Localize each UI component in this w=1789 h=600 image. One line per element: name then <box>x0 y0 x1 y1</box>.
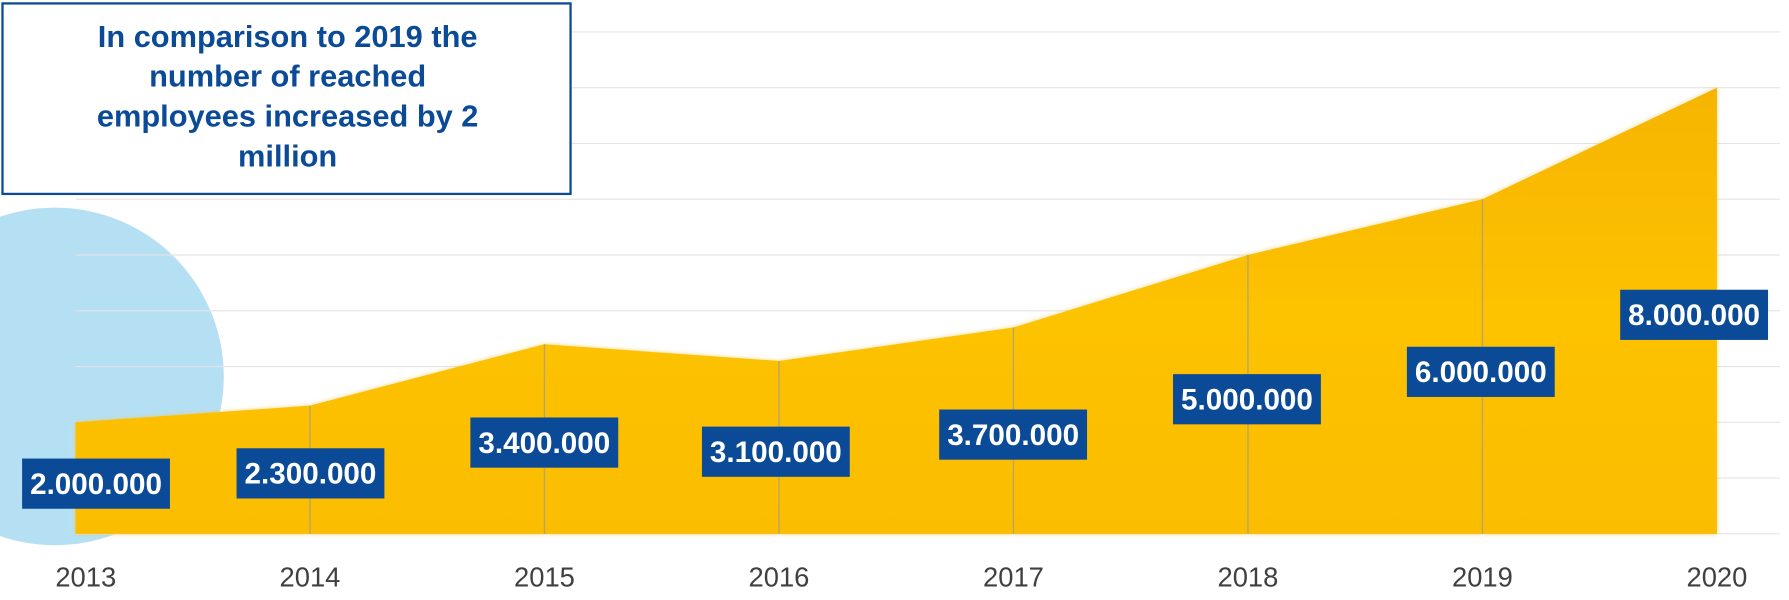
value-label: 5.000.000 <box>1173 374 1321 425</box>
value-label-box <box>1173 374 1321 425</box>
value-label-text: 6.000.000 <box>1415 356 1547 389</box>
value-label: 3.700.000 <box>939 409 1088 460</box>
x-tick-label: 2014 <box>280 561 341 592</box>
x-tick-label: 2013 <box>55 561 116 592</box>
value-label: 8.000.000 <box>1620 289 1769 340</box>
value-label-box <box>1620 289 1769 340</box>
value-label-text: 3.100.000 <box>710 436 842 469</box>
value-label-box <box>1406 346 1555 397</box>
value-label-text: 2.300.000 <box>245 458 377 491</box>
value-label-text: 3.400.000 <box>478 427 610 460</box>
value-label-text: 2.000.000 <box>30 468 162 501</box>
x-tick-label: 2017 <box>983 561 1044 592</box>
value-label-box <box>939 409 1088 460</box>
annotation: In comparison to 2019 the number of reach… <box>97 19 479 174</box>
annotation-line: employees increased by 2 <box>97 99 479 134</box>
annotation-line: In comparison to 2019 the <box>98 19 478 54</box>
x-tick-label: 2015 <box>514 561 575 592</box>
value-label-box <box>236 448 385 499</box>
value-label: 2.000.000 <box>22 458 170 509</box>
value-label-box <box>470 417 619 468</box>
value-label-text: 5.000.000 <box>1181 384 1313 417</box>
value-label-box <box>22 458 170 509</box>
value-label: 6.000.000 <box>1406 346 1555 397</box>
value-label-text: 8.000.000 <box>1628 299 1760 332</box>
value-label-text: 3.700.000 <box>947 419 1079 452</box>
annotation-line: million <box>238 139 337 174</box>
value-label: 3.400.000 <box>470 417 619 468</box>
x-tick-label: 2016 <box>749 561 810 592</box>
label-layer: 2.000.000 2013 2.300.000 2014 3.400.000 2015 3… <box>22 289 1769 592</box>
value-label: 3.100.000 <box>701 426 850 477</box>
value-label: 2.300.000 <box>236 448 385 499</box>
annotation-box <box>1 2 572 196</box>
x-tick-label: 2018 <box>1218 561 1279 592</box>
annotation-line: number of reached <box>149 59 426 94</box>
value-label-box <box>701 426 850 477</box>
x-tick-label: 2019 <box>1452 561 1513 592</box>
x-tick-label: 2020 <box>1686 561 1747 592</box>
